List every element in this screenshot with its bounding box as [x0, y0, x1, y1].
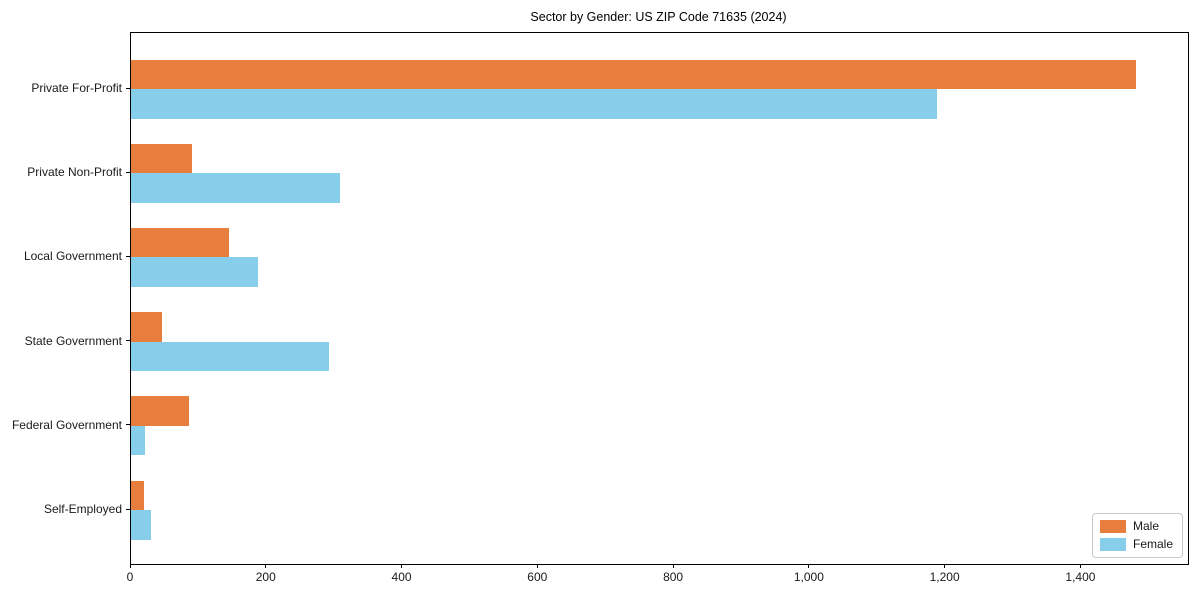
x-tick-label: 200 [255, 570, 276, 584]
x-tick-mark [672, 564, 674, 568]
y-tick-mark [126, 424, 130, 426]
legend: Male Female [1091, 513, 1183, 558]
x-tick-label: 1,400 [1065, 570, 1096, 584]
bar-female-3 [131, 341, 329, 372]
x-tick-mark [536, 564, 538, 568]
bar-female-0 [131, 89, 937, 119]
x-tick-mark [808, 564, 810, 568]
bar-female-2 [131, 257, 258, 287]
y-tick-label: Federal Government [11, 417, 122, 432]
x-tick-mark [1079, 564, 1081, 568]
male-series-swatch [1099, 520, 1126, 533]
y-tick-label: State Government [24, 333, 122, 348]
bar-male-0 [131, 59, 1136, 89]
bar-male-2 [131, 227, 230, 258]
plot-area: Male Female [130, 32, 1189, 565]
y-tick-label: Self-Employed [43, 502, 122, 516]
x-tick-mark [129, 564, 131, 568]
x-tick-mark [265, 564, 267, 568]
x-tick-label: 400 [391, 570, 412, 584]
x-tick-label: 0 [126, 570, 134, 584]
x-tick-label: 1,200 [929, 570, 960, 584]
bar-female-5 [131, 510, 151, 540]
y-tick-mark [126, 87, 130, 89]
bar-male-5 [131, 480, 144, 510]
legend-label-female: Female [1132, 537, 1173, 551]
bar-male-4 [131, 396, 189, 426]
female-series-swatch [1099, 538, 1126, 551]
legend-entry-male: Male [1099, 519, 1173, 533]
x-tick-label: 800 [663, 570, 684, 584]
bar-female-1 [131, 173, 341, 203]
y-tick-label: Local Government [23, 249, 122, 264]
legend-label-male: Male [1132, 519, 1159, 533]
y-tick-label: Private For-Profit [31, 81, 122, 95]
x-tick-mark [944, 564, 946, 568]
chart-title: Sector by Gender: US ZIP Code 71635 (202… [530, 10, 787, 24]
bar-female-4 [131, 425, 146, 456]
y-tick-mark [126, 340, 130, 342]
legend-entry-female: Female [1099, 537, 1173, 551]
x-tick-mark [401, 564, 403, 568]
x-tick-label: 1,000 [793, 570, 824, 584]
y-tick-mark [126, 508, 130, 510]
y-tick-label: Private Non-Profit [27, 165, 122, 180]
bar-male-1 [131, 143, 193, 174]
y-tick-mark [126, 255, 130, 257]
bar-male-3 [131, 312, 163, 342]
x-tick-label: 600 [527, 570, 548, 584]
y-tick-mark [126, 171, 130, 173]
